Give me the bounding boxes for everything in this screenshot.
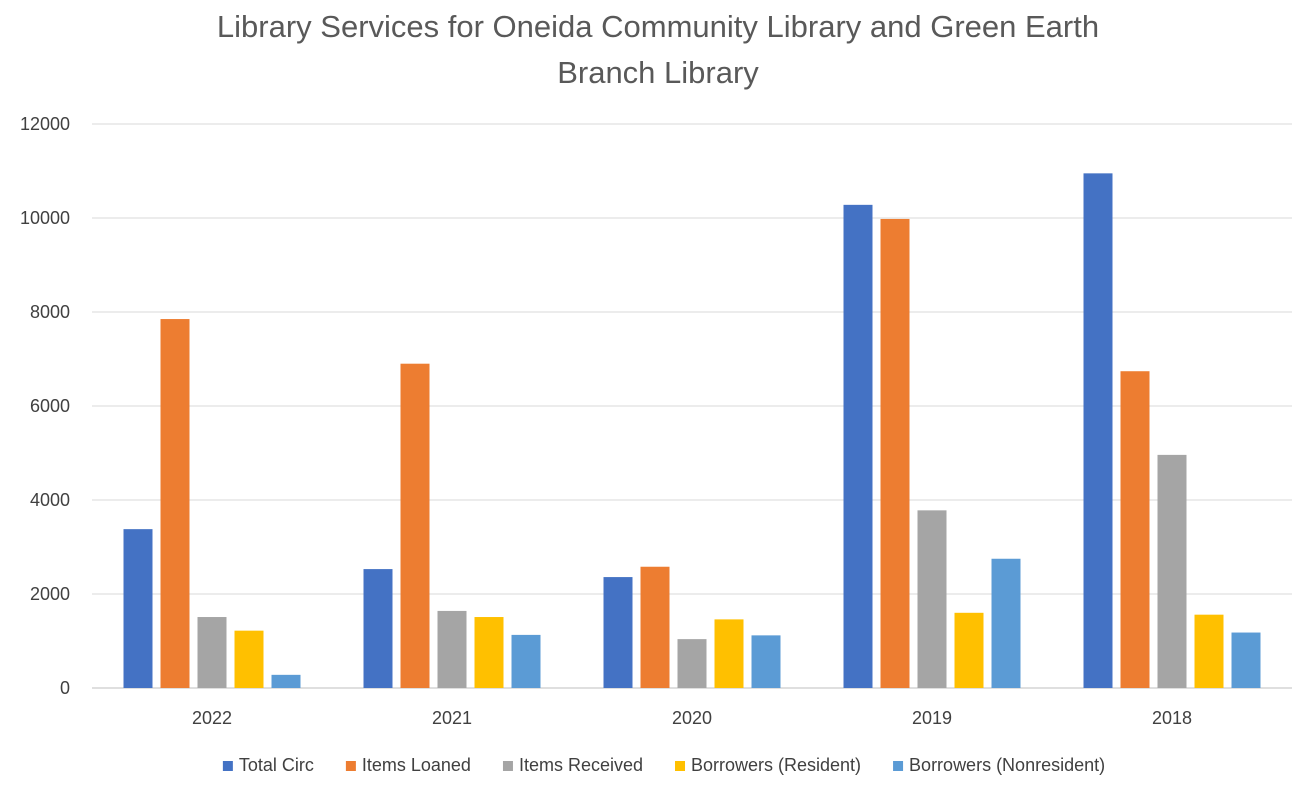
bar [751, 635, 781, 688]
bar [160, 319, 190, 688]
bar [400, 363, 430, 688]
bar [1083, 173, 1113, 689]
x-axis-categories: 2022 2021 2020 2019 2018 [192, 708, 1192, 728]
bar [511, 634, 541, 688]
legend-label: Items Loaned [362, 755, 471, 775]
legend-label: Total Circ [239, 755, 314, 775]
y-tick-label: 10000 [20, 208, 70, 228]
bar [1120, 371, 1150, 688]
x-category-label: 2021 [432, 708, 472, 728]
bars [123, 173, 1261, 689]
legend-swatch [675, 761, 686, 771]
legend-swatch [502, 761, 513, 771]
x-category-label: 2022 [192, 708, 232, 728]
y-tick-label: 4000 [30, 490, 70, 510]
bar [603, 577, 633, 688]
bar [677, 639, 707, 688]
y-axis-ticks: 0 2000 4000 6000 8000 10000 12000 [20, 114, 70, 698]
legend-label: Borrowers (Resident) [691, 755, 861, 775]
bar [640, 566, 670, 688]
bar [363, 569, 393, 688]
bar [954, 612, 984, 688]
bar [1231, 632, 1261, 688]
bar [714, 619, 744, 688]
legend-label: Borrowers (Nonresident) [909, 755, 1105, 775]
bar [917, 510, 947, 688]
y-tick-label: 6000 [30, 396, 70, 416]
y-tick-label: 8000 [30, 302, 70, 322]
bar [437, 610, 467, 688]
y-tick-label: 0 [60, 678, 70, 698]
y-tick-label: 12000 [20, 114, 70, 134]
legend-swatch [345, 761, 356, 771]
bar [843, 204, 873, 688]
x-category-label: 2018 [1152, 708, 1192, 728]
bar [234, 630, 264, 688]
bar [1157, 454, 1187, 688]
y-tick-label: 2000 [30, 584, 70, 604]
bar [123, 529, 153, 688]
bar [197, 617, 227, 688]
chart-title-line-1: Library Services for Oneida Community Li… [217, 9, 1099, 44]
bar [1194, 614, 1224, 688]
legend-swatch [893, 761, 904, 771]
bar [880, 218, 910, 688]
bar [271, 674, 301, 688]
chart-title-line-2: Branch Library [557, 55, 759, 90]
grid [92, 123, 1292, 689]
legend-swatch [222, 761, 233, 771]
legend-label: Items Received [519, 755, 643, 775]
bar [991, 558, 1021, 688]
legend: Total Circ Items Loaned Items Received Borr… [222, 755, 1105, 775]
x-category-label: 2020 [672, 708, 712, 728]
x-category-label: 2019 [912, 708, 952, 728]
bar [474, 617, 504, 688]
